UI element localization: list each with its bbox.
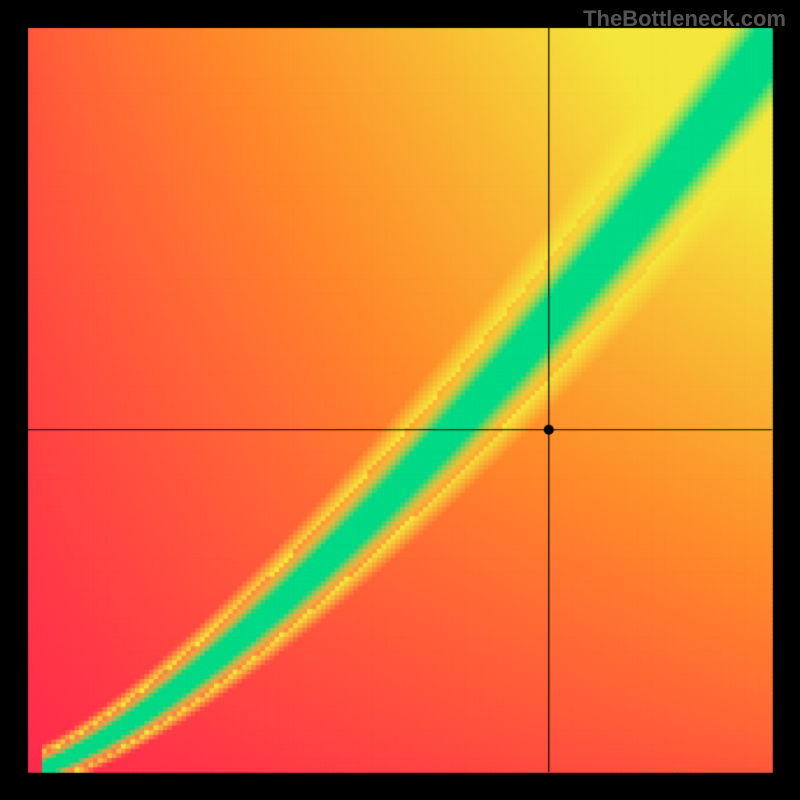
bottleneck-heatmap xyxy=(0,0,800,800)
watermark-text: TheBottleneck.com xyxy=(583,6,786,32)
